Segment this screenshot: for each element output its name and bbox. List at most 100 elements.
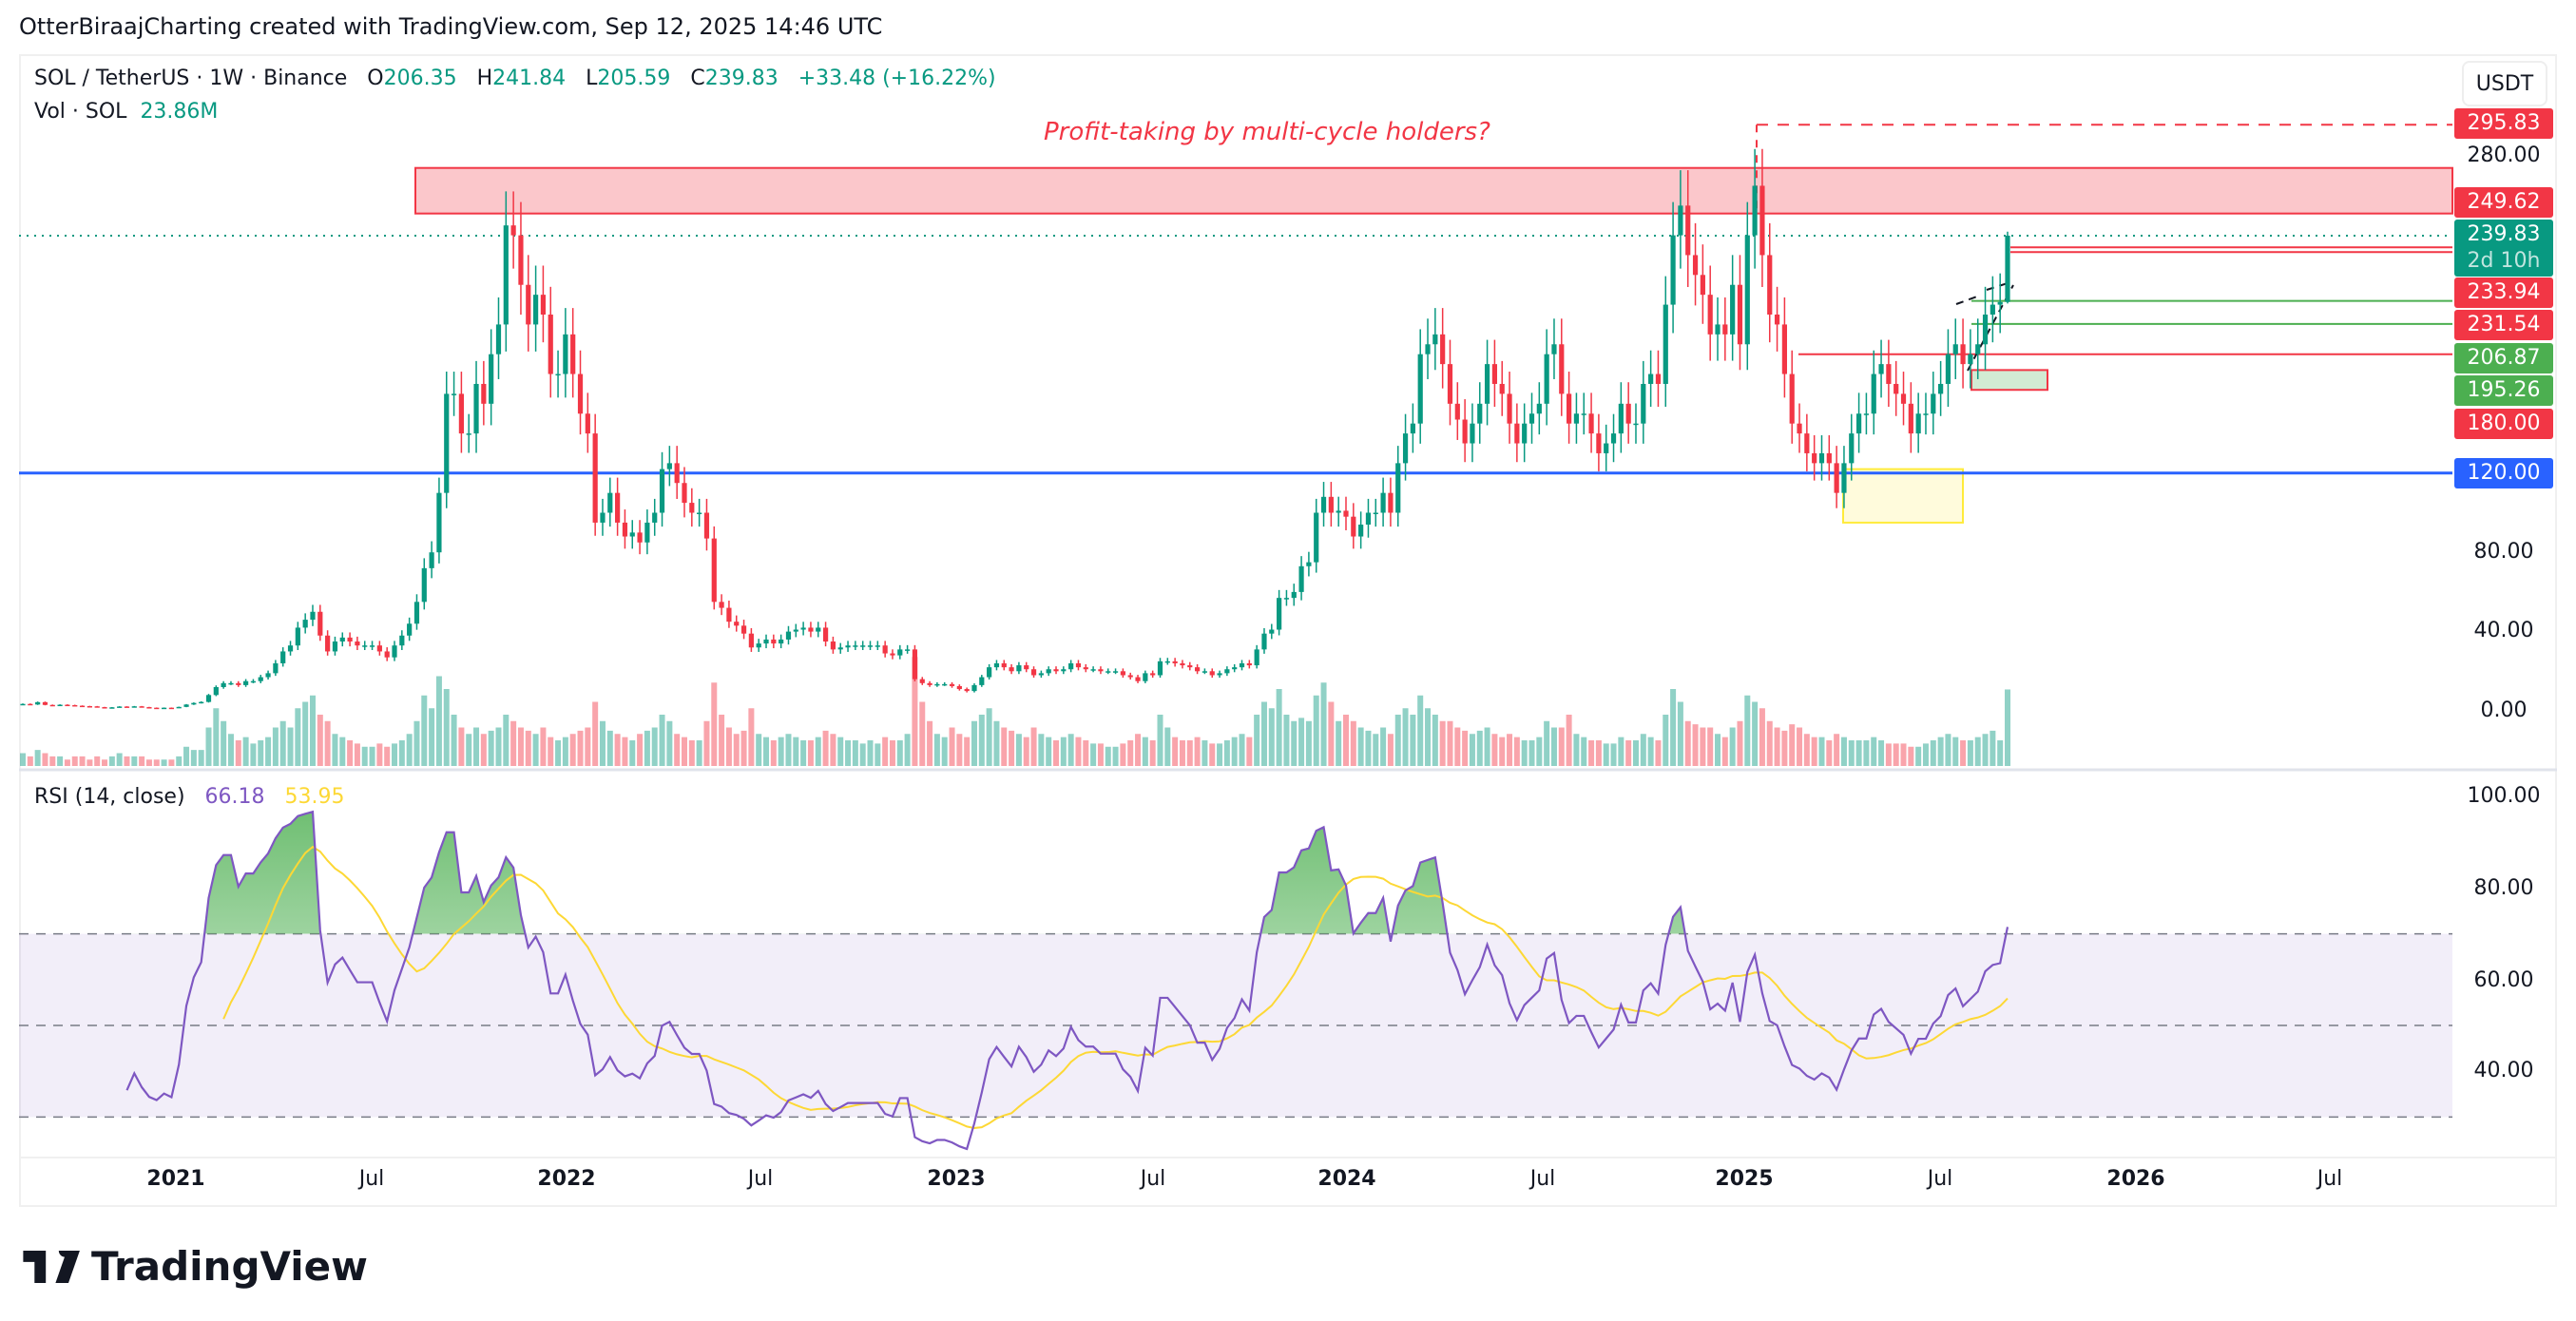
volume-bar <box>139 756 145 766</box>
volume-bar <box>1476 730 1483 766</box>
volume-bar <box>495 727 502 766</box>
volume-bar <box>1632 740 1639 766</box>
candle-body <box>1053 669 1059 672</box>
price-label: 239.83 2d 10h <box>2454 220 2553 277</box>
volume-bar <box>1797 727 1803 766</box>
volume-bar <box>1610 743 1617 766</box>
volume-bar <box>1960 740 1967 766</box>
candle-body <box>1328 496 1334 513</box>
candle-body <box>1075 662 1082 668</box>
volume-label[interactable]: Vol · SOL <box>34 100 127 124</box>
candle-body <box>176 706 182 709</box>
volume-bar <box>265 737 272 766</box>
currency-button[interactable]: USDT <box>2462 61 2547 106</box>
volume-bar <box>1507 734 1513 766</box>
tradingview-logo[interactable]: TradingView <box>23 1243 368 1290</box>
volume-bar <box>1336 720 1342 766</box>
candle-body <box>332 641 338 652</box>
candle-body <box>1068 662 1074 670</box>
candle-body <box>1633 423 1639 426</box>
volume-bar <box>153 759 160 766</box>
volume-bar <box>1692 724 1699 766</box>
volume-bar <box>682 737 687 766</box>
candle-body <box>637 532 643 543</box>
rsi-label[interactable]: RSI (14, close) <box>34 785 185 809</box>
candle-body <box>102 707 107 709</box>
candle-body <box>748 633 754 648</box>
candle-body <box>719 602 724 608</box>
volume-bar <box>413 720 420 766</box>
candle-body <box>347 637 353 642</box>
volume-bar <box>1067 734 1074 766</box>
candle-body <box>228 682 234 685</box>
candle-body <box>1373 512 1378 514</box>
volume-bar <box>49 756 56 766</box>
volume-bar <box>1046 737 1052 766</box>
candle-body <box>942 683 948 686</box>
volume-bar <box>1454 727 1461 766</box>
candle-body <box>689 503 695 513</box>
candle-body <box>302 620 308 628</box>
volume-bar <box>1715 734 1721 766</box>
volume-bar <box>183 746 190 766</box>
candle-body <box>1425 344 1431 354</box>
candle-body <box>615 492 621 523</box>
volume-bar <box>1900 743 1907 766</box>
volume-bar <box>1172 737 1179 766</box>
candle-body <box>444 393 450 493</box>
volume-bar <box>1603 743 1609 766</box>
candle-body <box>339 637 345 642</box>
volume-bar <box>1915 746 1922 766</box>
candle-body <box>1894 383 1899 394</box>
time-label: 2021 <box>146 1167 205 1191</box>
volume-bar <box>964 737 971 766</box>
volume-bar <box>548 737 554 766</box>
low-label: L <box>586 67 598 90</box>
candle-body <box>451 393 457 395</box>
candle-body <box>1440 334 1446 365</box>
volume-bar <box>1647 737 1654 766</box>
volume-bar <box>1588 740 1595 766</box>
volume-bar <box>756 734 762 766</box>
volume-bar <box>875 743 881 766</box>
candle-body <box>1336 510 1341 513</box>
volume-bar <box>1513 737 1520 766</box>
candle-body <box>1269 629 1275 634</box>
volume-bar <box>748 708 755 766</box>
volume-bar <box>763 737 770 766</box>
candle-body <box>1150 673 1156 676</box>
candle-body <box>622 522 628 537</box>
candle-body <box>1826 452 1832 464</box>
candle-body <box>1380 492 1386 513</box>
volume-bar <box>406 734 413 766</box>
volume-bar <box>124 756 130 766</box>
volume-bar <box>1357 727 1364 766</box>
volume-bar <box>1967 740 1973 766</box>
candle-body <box>1365 512 1372 526</box>
candle-body <box>168 707 175 710</box>
candle-body <box>362 645 368 647</box>
candle-body <box>674 463 680 484</box>
symbol-name[interactable]: SOL / TetherUS · 1W · Binance <box>34 67 348 90</box>
volume-bar <box>1060 737 1067 766</box>
volume-bar <box>1528 740 1535 766</box>
chart-annotation[interactable]: Profit-taking by multi-cycle holders? <box>1044 118 1490 146</box>
volume-bar <box>1447 720 1453 766</box>
candle-body <box>295 627 300 646</box>
price-label: 249.62 <box>2454 187 2553 218</box>
candle-body <box>1968 354 1973 365</box>
volume-bar <box>317 715 323 766</box>
candle-body <box>860 645 866 647</box>
candle-body <box>503 225 509 325</box>
candle-body <box>199 701 204 704</box>
volume-bar <box>719 715 725 766</box>
candle-body <box>1804 433 1810 453</box>
candle-body <box>1990 304 1995 315</box>
volume-bar <box>614 734 621 766</box>
volume-bar <box>458 727 465 766</box>
rsi-line <box>125 810 2009 1151</box>
candle-body <box>1484 364 1490 404</box>
volume-bar <box>1945 734 1951 766</box>
candle-body <box>146 707 152 709</box>
